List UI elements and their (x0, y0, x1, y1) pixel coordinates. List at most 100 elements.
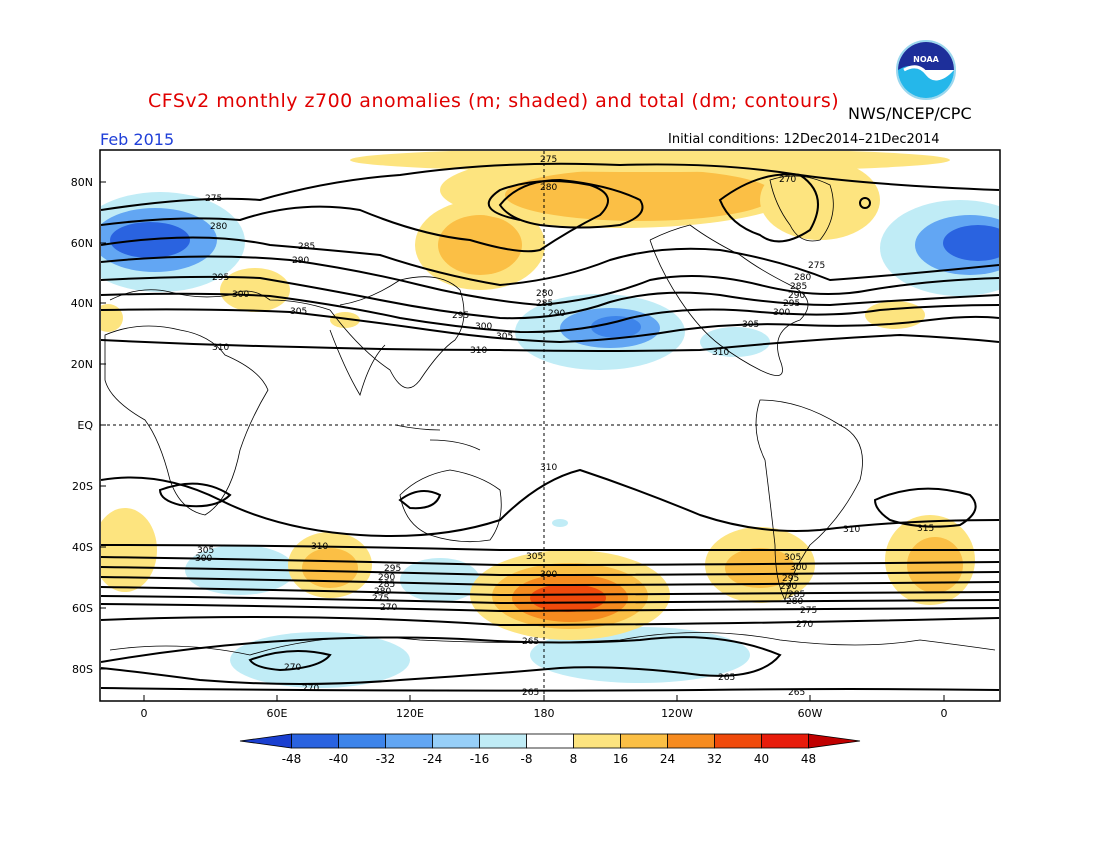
clabel: 305 (784, 553, 801, 563)
colorbar-swatch (667, 733, 715, 749)
lat-label: 80N (71, 176, 93, 189)
contour-sh-265a (101, 636, 782, 685)
lat-label: 60S (72, 602, 93, 615)
height-contours (101, 162, 999, 692)
clabel: 275 (205, 194, 222, 204)
contour-sh-295 (101, 566, 999, 577)
colorbar-label: -16 (470, 752, 490, 766)
clabel: 275 (800, 606, 817, 616)
colorbar-label: 16 (613, 752, 628, 766)
clabel: 315 (917, 524, 934, 534)
coast-australia (399, 469, 502, 543)
clabel: 305 (496, 332, 513, 342)
clabel: 295 (452, 311, 469, 321)
clabel: 280 (210, 222, 227, 232)
colorbar-arrow-left (239, 733, 292, 749)
clabel: 310 (843, 525, 860, 535)
clabel: 295 (384, 564, 401, 574)
clabel: 270 (779, 175, 796, 185)
contour-nh-280a (101, 180, 609, 253)
pos-anomaly-sh-atl (101, 508, 157, 592)
clabel: 270 (796, 620, 813, 630)
coast-north-america (649, 224, 809, 377)
colorbar-swatch (573, 733, 621, 749)
colorbar-label: 40 (754, 752, 769, 766)
contour-sh-300 (101, 556, 999, 567)
lon-label: 0 (141, 707, 148, 720)
colorbar-swatch (291, 733, 339, 749)
clabel: 265 (522, 637, 539, 647)
lat-label: 40S (72, 541, 93, 554)
contour-sh-290 (101, 576, 999, 587)
clabel: 305 (290, 307, 307, 317)
clabel: 290 (548, 309, 565, 319)
clabel: 275 (808, 261, 825, 271)
contour-nh-305 (101, 308, 999, 344)
colorbar-label: 32 (707, 752, 722, 766)
clabel: 275 (540, 155, 557, 165)
colorbar-label: 48 (801, 752, 816, 766)
clabel: 285 (790, 282, 807, 292)
clabel: 310 (712, 348, 729, 358)
contour-sh-310c (398, 490, 442, 510)
clabel: 270 (284, 663, 301, 673)
clabel: 275 (372, 594, 389, 604)
axis-ticks (100, 181, 945, 701)
clabel: 290 (292, 256, 309, 266)
lon-label: 120W (661, 707, 693, 720)
contour-nh-300 (101, 292, 999, 334)
colorbar-swatch (432, 733, 480, 749)
neg-anomaly-gulf (700, 327, 770, 357)
neg-anomaly-east-atlantic-max (943, 225, 999, 261)
clabel: 280 (374, 587, 391, 597)
clabel: 310 (212, 343, 229, 353)
chart-title: CFSv2 monthly z700 anomalies (m; shaded)… (148, 90, 840, 112)
lat-label: 20N (71, 358, 93, 371)
neg-anomaly-antarctic-1 (230, 632, 410, 688)
lon-label: 0 (941, 707, 948, 720)
contour-sh-315 (873, 487, 977, 528)
clabel: 285 (378, 580, 395, 590)
clabel: 305 (197, 546, 214, 556)
contour-sh-285 (101, 586, 999, 597)
contour-sh-280 (101, 595, 999, 605)
clabel: 265 (522, 688, 539, 698)
colorbar-label: -32 (376, 752, 396, 766)
colorbar-swatch (385, 733, 433, 749)
lon-label: 180 (534, 707, 555, 720)
clabel: 295 (782, 574, 799, 584)
colorbar-swatch (338, 733, 386, 749)
lat-label: 40N (71, 297, 93, 310)
contour-nh-310 (101, 333, 999, 352)
pos-anomaly-arctic-1-core (438, 215, 522, 275)
contour-sh-270 (101, 615, 999, 627)
lat-label: EQ (77, 419, 93, 432)
anomaly-shading (101, 151, 999, 688)
lat-label: 80S (72, 663, 93, 676)
lon-label: 120E (396, 707, 424, 720)
clabel: 280 (536, 289, 553, 299)
neg-anomaly-antarctic-2 (530, 627, 750, 683)
reference-lines (101, 151, 999, 700)
contour-nh-285 (101, 236, 999, 287)
colorbar-label: -24 (423, 752, 443, 766)
pos-anomaly-sh-indian-core (302, 548, 358, 588)
clabel: 265 (718, 673, 735, 683)
colorbar: -48 -40 -32 -24 -16 -8 8 16 24 32 40 48 (239, 733, 861, 766)
contour-labels: 275 280 285 290 295 300 305 310 280 285 … (195, 155, 934, 698)
colorbar-swatch (714, 733, 762, 749)
contour-sh-270b (248, 650, 332, 672)
colorbar-label: -8 (521, 752, 533, 766)
lat-label: 60N (71, 237, 93, 250)
clabel: 300 (773, 308, 790, 318)
clabel: 270 (302, 684, 319, 694)
clabel: 310 (311, 542, 328, 552)
coast-greenland (769, 175, 834, 242)
clabel: 305 (526, 552, 543, 562)
colorbar-arrow-right (808, 733, 861, 749)
colorbar-label: 8 (570, 752, 578, 766)
pos-anomaly-arctic-polar (350, 151, 950, 172)
coast-africa (104, 325, 269, 516)
